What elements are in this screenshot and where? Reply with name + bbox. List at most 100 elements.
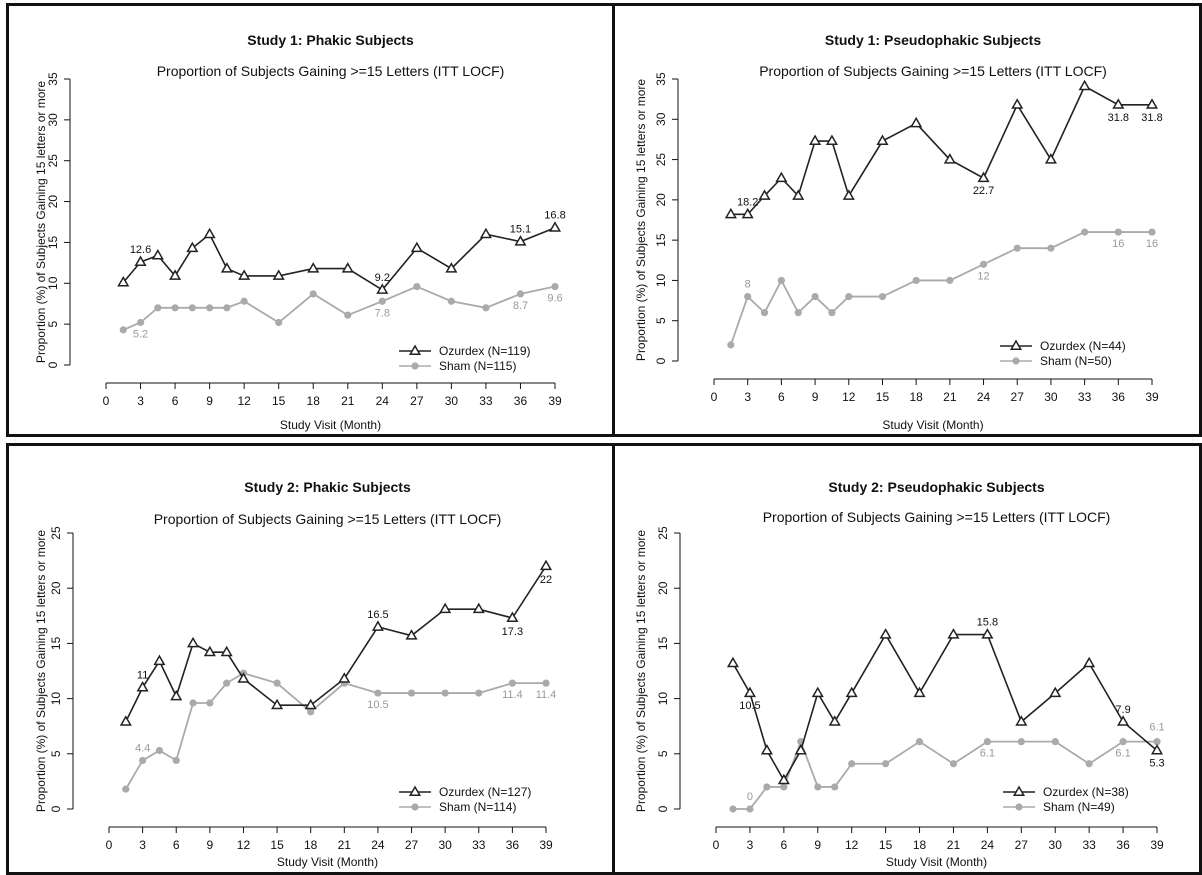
chart-subtitle: Proportion of Subjects Gaining >=15 Lett…	[154, 511, 502, 527]
sham-data-label: 4.4	[135, 742, 150, 754]
sham-data-point	[1148, 228, 1156, 236]
x-tick-label: 27	[405, 838, 419, 852]
x-axis-label: Study Visit (Month)	[882, 418, 983, 432]
sham-data-point	[1114, 228, 1122, 236]
sham-data-point	[1051, 738, 1059, 746]
legend-triangle-marker	[1009, 339, 1023, 350]
chart-study1-pseudophakic: Study 1: Pseudophakic Subjects Proportion…	[634, 32, 1163, 432]
sham-data-point	[475, 689, 483, 697]
sham-data-label: 6.1	[980, 748, 995, 760]
x-tick-label: 24	[371, 838, 385, 852]
sham-data-point	[878, 292, 887, 301]
ozurdex-data-point	[445, 262, 458, 273]
sham-data-label: 9.6	[547, 293, 562, 305]
ozurdex-data-point	[376, 283, 389, 294]
x-tick-label: 30	[438, 838, 452, 852]
ozurdex-data-point	[947, 628, 960, 639]
y-tick-label: 10	[46, 276, 60, 290]
ozurdex-data-label: 7.9	[1115, 704, 1130, 716]
x-tick-label: 39	[1150, 838, 1164, 852]
sham-data-point	[811, 292, 819, 301]
sham-data-point	[1153, 738, 1161, 746]
sham-data-point	[374, 689, 382, 697]
sham-data-point	[979, 260, 988, 268]
sham-data-label: 6.1	[1149, 722, 1164, 734]
x-tick-label: 3	[139, 838, 146, 852]
sham-data-point	[240, 297, 248, 305]
x-tick-label: 36	[506, 838, 520, 852]
sham-data-point	[848, 760, 856, 768]
ozurdex-data-point	[514, 235, 527, 246]
sham-data-label: 0	[747, 791, 753, 803]
sham-data-point	[949, 760, 958, 768]
sham-data-point	[882, 760, 890, 768]
sham-data-point	[760, 309, 769, 317]
legend-label: Ozurdex (N=38)	[1043, 785, 1129, 799]
sham-data-point	[188, 304, 196, 312]
chart-study1-phakic: Study 1: Phakic Subjects Proportion of Su…	[34, 32, 566, 432]
ozurdex-data-point	[169, 269, 182, 280]
legend-label: Ozurdex (N=44)	[1040, 339, 1126, 353]
x-tick-label: 0	[713, 838, 720, 852]
legend-triangle-marker	[408, 344, 422, 355]
ozurdex-data-label: 18.2	[737, 196, 758, 208]
y-tick-label: 10	[656, 692, 670, 706]
sham-data-point	[482, 304, 490, 312]
sham-data-label: 10.5	[367, 699, 388, 711]
sham-data-point	[189, 699, 197, 707]
ozurdex-data-point	[879, 628, 892, 639]
ozurdex-data-point	[1112, 98, 1125, 109]
y-tick-label: 5	[49, 750, 63, 757]
x-tick-label: 9	[206, 394, 213, 408]
ozurdex-data-label: 15.1	[510, 224, 531, 236]
x-tick-label: 15	[270, 838, 284, 852]
sham-data-point	[1085, 760, 1093, 768]
sham-series-line	[125, 672, 546, 790]
y-tick-label: 0	[46, 361, 60, 368]
legend-triangle-marker	[408, 785, 422, 796]
ozurdex-data-label: 17.3	[502, 626, 523, 638]
x-axis-label: Study Visit (Month)	[886, 855, 987, 869]
sham-data-point	[828, 309, 836, 317]
ozurdex-data-point	[203, 645, 216, 657]
ozurdex-data-point	[238, 269, 251, 280]
ozurdex-data-point	[943, 153, 956, 164]
sham-data-point	[139, 756, 147, 765]
x-tick-label: 36	[1112, 390, 1126, 404]
x-tick-label: 24	[977, 390, 991, 404]
ozurdex-data-point	[539, 559, 553, 571]
y-tick-label: 20	[46, 195, 60, 209]
sham-data-label: 6.1	[1115, 748, 1130, 760]
ozurdex-data-point	[203, 227, 216, 239]
sham-data-point	[746, 805, 754, 813]
sham-data-label: 16	[1146, 238, 1158, 250]
ozurdex-data-point	[410, 241, 423, 253]
legend-label: Sham (N=50)	[1040, 354, 1112, 368]
x-tick-label: 33	[1082, 838, 1096, 852]
ozurdex-data-point	[809, 134, 822, 146]
legend-label: Ozurdex (N=119)	[439, 344, 530, 358]
x-tick-label: 15	[272, 394, 286, 408]
sham-data-point	[122, 785, 130, 793]
legend-circle-marker	[1015, 803, 1023, 811]
ozurdex-data-point	[842, 189, 855, 200]
x-tick-label: 3	[137, 394, 144, 408]
ozurdex-data-label: 5.3	[1149, 757, 1164, 769]
ozurdex-data-label: 9.2	[375, 272, 390, 284]
chart-panel-4: Study 2: Pseudophakic Subjects Proportion…	[612, 443, 1202, 875]
sham-series-line	[122, 285, 556, 331]
x-tick-label: 21	[341, 394, 355, 408]
x-tick-label: 9	[812, 390, 819, 404]
ozurdex-data-point	[811, 686, 824, 698]
ozurdex-data-label: 31.8	[1108, 112, 1129, 124]
y-tick-label: 10	[654, 273, 668, 287]
x-tick-label: 33	[472, 838, 486, 852]
sham-data-point	[307, 708, 315, 716]
x-tick-label: 33	[1078, 390, 1092, 404]
y-axis-label: Proportion (%) of Subjects Gaining 15 le…	[34, 81, 48, 363]
sham-data-point	[946, 276, 954, 285]
sham-data-point	[1119, 738, 1127, 746]
sham-data-point	[814, 783, 822, 791]
ozurdex-data-point	[828, 715, 841, 726]
sham-data-point	[378, 297, 386, 305]
